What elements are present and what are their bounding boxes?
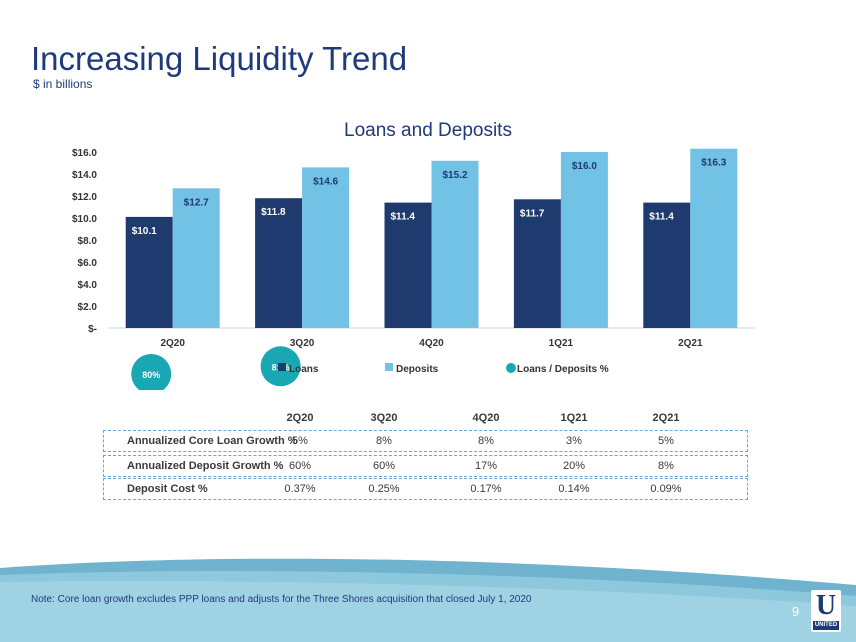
data-label-deposits: $16.3 [701,158,726,169]
logo-text: UNITED [813,621,839,630]
data-label-loans: $11.4 [391,212,416,223]
table-cell: 8% [478,435,494,447]
data-label-loans: $11.7 [520,208,545,219]
y-tick-label: $12.0 [72,192,97,203]
bar-deposits [172,188,220,328]
page-title: Increasing Liquidity Trend [31,40,408,77]
data-label-deposits: $15.2 [442,170,467,181]
company-logo: U UNITED [811,590,841,632]
bar-loans [643,202,691,328]
bar-loans [384,202,432,328]
table-header: 2Q20 [286,412,314,424]
x-tick-label: 2Q20 [160,338,185,349]
table-cell: 60% [372,460,396,472]
table-cell: 17% [474,460,498,472]
bar-loans [513,199,561,328]
x-tick-label: 1Q21 [549,338,574,349]
table-cell: 8% [376,435,392,447]
table-cell: 60% [288,460,312,472]
table-row-label: Annualized Deposit Growth % [127,460,284,472]
x-tick-label: 2Q21 [678,338,703,349]
table-row-label: Annualized Core Loan Growth % [127,435,298,447]
data-label-deposits: $16.0 [572,161,597,172]
table-row [103,430,748,452]
y-tick-label: $4.0 [78,280,98,291]
table-cell: 0.37% [284,483,316,495]
bar-loans [125,216,173,328]
table-header: 3Q20 [370,412,398,424]
logo-u-icon: U [815,590,837,621]
table-cell: 3% [566,435,582,447]
table-cell: 5% [658,435,674,447]
x-tick-label: 4Q20 [419,338,444,349]
y-tick-label: $14.0 [72,170,97,181]
table-cell: 0.17% [470,483,502,495]
legend-label: Loans [289,364,319,375]
data-label-loans: $10.1 [132,226,157,237]
y-tick-label: $16.0 [72,148,97,159]
loans-deposits-chart: Loans and Deposits $16.0 $14.0 $12.0 $10.0 $8… [72,120,755,390]
data-label-ratio: 80% [142,370,160,380]
page-number: 9 [792,604,800,619]
data-label-loans: $11.4 [649,212,674,223]
table-cell: 8% [658,460,674,472]
bar-deposits [560,152,608,328]
y-tick-label: $6.0 [78,258,98,269]
legend-swatch [506,363,516,373]
legend-swatch [385,363,393,371]
table-cell: 20% [562,460,586,472]
table-cell: 0.25% [368,483,400,495]
bar-deposits [690,148,738,328]
table-cell: 5% [292,435,308,447]
table-header: 2Q21 [652,412,680,424]
x-tick-label: 3Q20 [290,338,315,349]
bar-deposits [302,167,350,328]
table-cell: 0.09% [650,483,682,495]
ratio-marker [131,354,172,390]
page-subtitle: $ in billions [33,77,93,91]
table-row [103,478,748,500]
bar-deposits [431,160,479,328]
y-tick-label: $8.0 [78,236,98,247]
legend-swatch [278,363,286,371]
y-tick-label: $- [88,324,97,335]
table-cell: 0.14% [558,483,590,495]
data-label-loans: $11.8 [261,207,286,218]
chart-title: Loans and Deposits [344,120,512,141]
data-label-deposits: $12.7 [184,197,209,208]
bar-loans [255,198,303,328]
data-label-deposits: $14.6 [313,176,338,187]
legend-label: Loans / Deposits % [517,364,609,375]
y-tick-label: $2.0 [78,302,98,313]
y-tick-label: $10.0 [72,214,97,225]
table-row-label: Deposit Cost % [127,483,208,495]
table-header: 4Q20 [472,412,500,424]
legend-label: Deposits [396,364,439,375]
table-header: 1Q21 [560,412,588,424]
table-row [103,455,748,477]
footnote: Note: Core loan growth excludes PPP loan… [31,594,532,605]
